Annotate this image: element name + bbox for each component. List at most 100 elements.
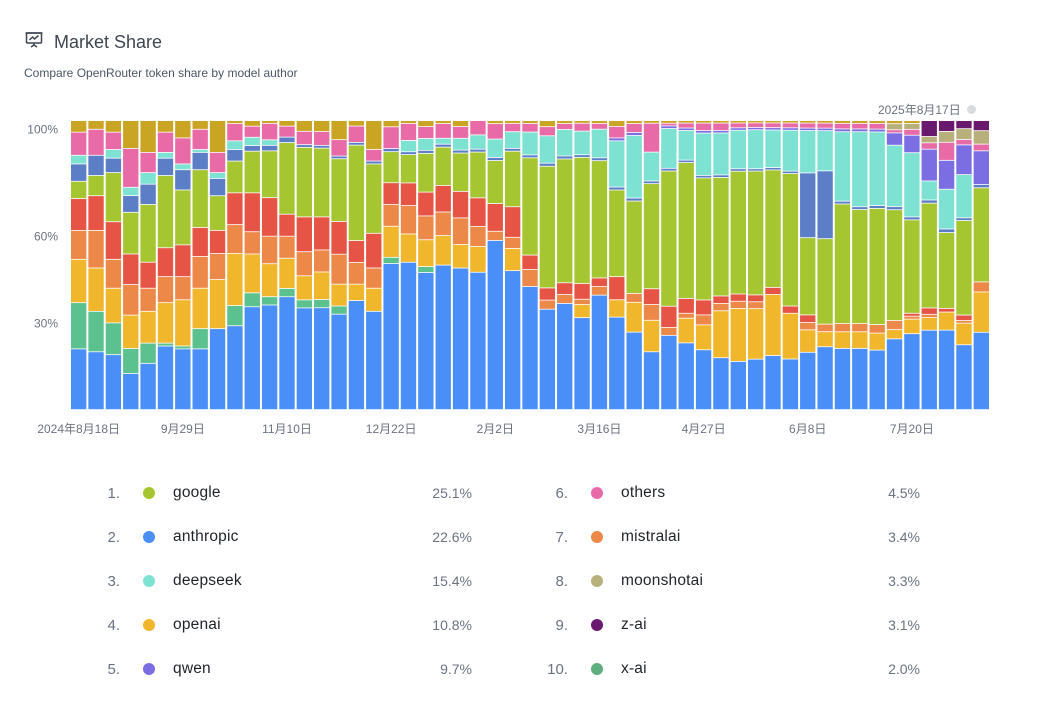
bar-segment-mistralai[interactable] — [522, 270, 537, 286]
bar-segment-slate[interactable] — [210, 179, 225, 196]
bar-segment-anthropic[interactable] — [262, 305, 277, 409]
bar-segment-anthropic[interactable] — [106, 355, 121, 409]
bar-segment-openai[interactable] — [366, 289, 381, 311]
bar-segment-mistralai[interactable] — [175, 277, 190, 299]
bar-segment-slate[interactable] — [696, 176, 711, 178]
bar-segment-red[interactable] — [227, 193, 242, 224]
bar-segment-openai[interactable] — [574, 305, 589, 317]
bar-segment-misc[interactable] — [349, 121, 364, 126]
bar-segment-anthropic[interactable] — [974, 333, 989, 409]
bar-segment-others[interactable] — [71, 133, 86, 155]
bar-segment-slate[interactable] — [453, 150, 468, 152]
bar-segment-others[interactable] — [505, 124, 520, 132]
bar-segment-deepseek[interactable] — [505, 132, 520, 148]
bar-segment-red[interactable] — [436, 186, 451, 212]
bar-segment-z-ai[interactable] — [922, 121, 937, 136]
bar-segment-x-ai[interactable] — [245, 293, 260, 306]
bar-segment-google[interactable] — [852, 210, 867, 323]
bar-segment-others[interactable] — [245, 127, 260, 137]
bar-segment-mistralai[interactable] — [731, 302, 746, 308]
bar-segment-x-ai[interactable] — [297, 300, 312, 307]
bar-segment-x-ai[interactable] — [158, 344, 173, 346]
bar-segment-google[interactable] — [505, 152, 520, 207]
bar-segment-google[interactable] — [175, 190, 190, 244]
bar-segment-others[interactable] — [765, 123, 780, 127]
bar-segment-anthropic[interactable] — [852, 349, 867, 409]
bar-segment-x-ai[interactable] — [331, 306, 346, 313]
bar-segment-others[interactable] — [349, 126, 364, 142]
bar-segment-others[interactable] — [297, 132, 312, 145]
bar-segment-slate[interactable] — [626, 198, 641, 200]
bar-segment-anthropic[interactable] — [783, 359, 798, 409]
bar-segment-slate[interactable] — [227, 150, 242, 161]
market-share-chart[interactable]: 30% 60% 100% 2024年8月18日 9月29日 11月10日 12月22日 2月2… — [0, 110, 1044, 450]
bar-segment-x-ai[interactable] — [175, 346, 190, 348]
bar-segment-slate[interactable] — [245, 146, 260, 151]
bar-segment-google[interactable] — [349, 146, 364, 241]
bar-segment-anthropic[interactable] — [765, 356, 780, 409]
bar-segment-deepseek[interactable] — [679, 131, 694, 160]
bar-segment-anthropic[interactable] — [436, 266, 451, 410]
bar-segment-qwen[interactable] — [731, 128, 746, 130]
bar-segment-anthropic[interactable] — [505, 271, 520, 409]
bar-segment-slate[interactable] — [418, 151, 433, 153]
bar-segment-red[interactable] — [592, 278, 607, 286]
bar-segment-others[interactable] — [922, 143, 937, 149]
bar-segment-openai[interactable] — [939, 312, 954, 329]
bar-segment-others[interactable] — [748, 123, 763, 127]
bar-segment-anthropic[interactable] — [349, 301, 364, 409]
bar-segment-mistralai[interactable] — [140, 289, 155, 311]
bar-segment-deepseek[interactable] — [869, 132, 884, 205]
bar-segment-qwen[interactable] — [609, 138, 624, 140]
bar-segment-mistralai[interactable] — [644, 305, 659, 320]
bar-segment-others[interactable] — [609, 127, 624, 138]
bar-segment-slate[interactable] — [366, 161, 381, 163]
bar-segment-google[interactable] — [592, 161, 607, 278]
bar-segment-openai[interactable] — [401, 234, 416, 262]
bar-segment-openai[interactable] — [713, 311, 728, 357]
bar-segment-moonshotai[interactable] — [922, 137, 937, 143]
bar-segment-slate[interactable] — [731, 169, 746, 171]
bar-segment-slate[interactable] — [71, 164, 86, 181]
bar-segment-misc[interactable] — [661, 121, 676, 123]
bar-segment-qwen[interactable] — [904, 136, 919, 153]
bar-segment-misc[interactable] — [869, 121, 884, 123]
bar-segment-deepseek[interactable] — [540, 136, 555, 163]
bar-segment-misc[interactable] — [904, 121, 919, 123]
bar-segment-red[interactable] — [731, 294, 746, 300]
bar-segment-slate[interactable] — [522, 155, 537, 157]
bar-segment-deepseek[interactable] — [817, 131, 832, 170]
bar-segment-anthropic[interactable] — [713, 358, 728, 409]
bar-segment-red[interactable] — [522, 255, 537, 269]
bar-segment-misc[interactable] — [210, 121, 225, 152]
bar-segment-others[interactable] — [314, 132, 329, 145]
bar-segment-slate[interactable] — [783, 172, 798, 174]
bar-segment-misc[interactable] — [852, 121, 867, 123]
bar-segment-others[interactable] — [140, 153, 155, 172]
bar-segment-qwen[interactable] — [800, 128, 815, 130]
bar-segment-deepseek[interactable] — [922, 181, 937, 199]
bar-segment-anthropic[interactable] — [817, 347, 832, 409]
legend-item-x-ai[interactable]: 10. x-ai 2.0% — [528, 651, 928, 687]
bar-segment-others[interactable] — [887, 130, 902, 132]
bar-segment-moonshotai[interactable] — [974, 131, 989, 144]
bar-segment-openai[interactable] — [418, 240, 433, 266]
bar-segment-google[interactable] — [609, 190, 624, 276]
bar-segment-slate[interactable] — [505, 149, 520, 151]
bar-segment-red[interactable] — [279, 215, 294, 236]
bar-segment-red[interactable] — [210, 231, 225, 253]
bar-segment-red[interactable] — [193, 228, 208, 256]
bar-segment-others[interactable] — [869, 124, 884, 129]
bar-segment-anthropic[interactable] — [679, 343, 694, 409]
bar-segment-anthropic[interactable] — [453, 268, 468, 409]
bar-segment-openai[interactable] — [835, 332, 850, 348]
bar-segment-google[interactable] — [227, 161, 242, 192]
bar-segment-anthropic[interactable] — [522, 287, 537, 409]
bar-segment-misc[interactable] — [488, 121, 503, 123]
legend-item-google[interactable]: 1. google 25.1% — [80, 475, 480, 511]
bar-segment-mistralai[interactable] — [262, 237, 277, 264]
legend-item-deepseek[interactable]: 3. deepseek 15.4% — [80, 563, 480, 599]
bar-segment-google[interactable] — [679, 163, 694, 298]
bar-segment-others[interactable] — [193, 130, 208, 149]
bar-segment-mistralai[interactable] — [314, 250, 329, 271]
